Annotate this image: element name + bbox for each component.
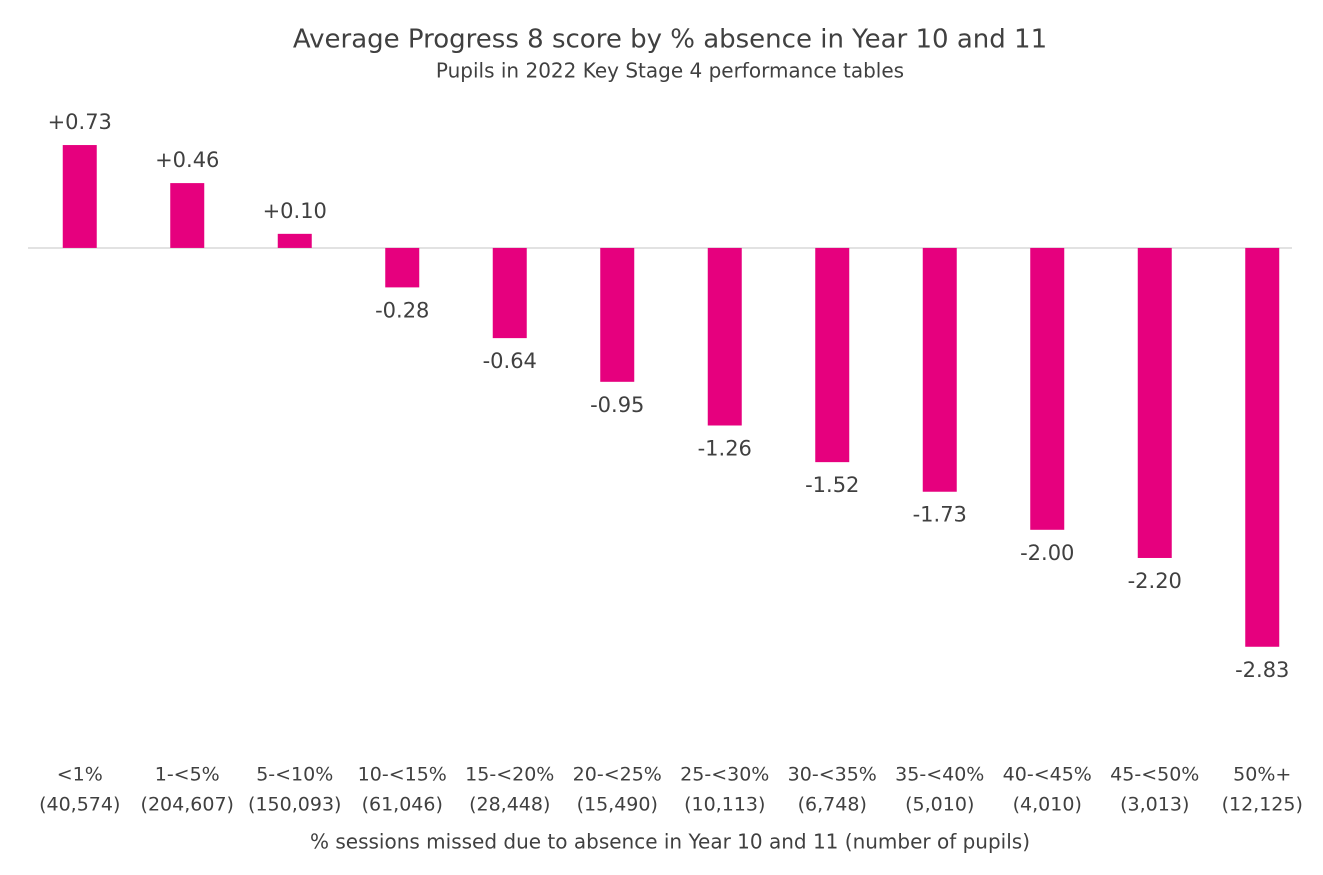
x-tick-label: 1-<5% bbox=[155, 764, 220, 786]
value-label: -0.95 bbox=[590, 393, 644, 417]
x-tick-label: 45-<50% bbox=[1110, 764, 1199, 786]
x-axis-title: % sessions missed due to absence in Year… bbox=[310, 830, 1030, 854]
bar bbox=[277, 233, 312, 248]
x-tick-sublabel: (150,093) bbox=[248, 794, 341, 816]
x-tick-sublabel: (12,125) bbox=[1222, 794, 1303, 816]
x-tick-sublabel: (5,010) bbox=[905, 794, 974, 816]
x-tick-label: 50%+ bbox=[1233, 764, 1291, 786]
value-label: -1.52 bbox=[805, 473, 859, 497]
value-label: -2.20 bbox=[1128, 569, 1182, 593]
chart-subtitle: Pupils in 2022 Key Stage 4 performance t… bbox=[436, 59, 904, 83]
value-label: -2.83 bbox=[1235, 658, 1289, 682]
x-tick-sublabel: (4,010) bbox=[1013, 794, 1082, 816]
x-tick-label: 25-<30% bbox=[680, 764, 769, 786]
bar bbox=[1245, 247, 1280, 647]
bar bbox=[170, 183, 205, 248]
x-tick-label: 15-<20% bbox=[465, 764, 554, 786]
x-tick-sublabel: (6,748) bbox=[798, 794, 867, 816]
bar bbox=[1030, 247, 1065, 530]
value-label: -0.28 bbox=[375, 298, 429, 322]
x-tick-sublabel: (28,448) bbox=[469, 794, 550, 816]
x-tick-sublabel: (3,013) bbox=[1120, 794, 1189, 816]
value-label: -1.26 bbox=[698, 437, 752, 461]
x-tick-sublabel: (15,490) bbox=[577, 794, 658, 816]
x-tick-label: 40-<45% bbox=[1003, 764, 1092, 786]
bar bbox=[600, 247, 635, 382]
x-tick-label: 5-<10% bbox=[256, 764, 333, 786]
value-label: +0.10 bbox=[263, 199, 327, 223]
value-label: -2.00 bbox=[1020, 541, 1074, 565]
value-label: +0.73 bbox=[48, 110, 112, 134]
bar bbox=[707, 247, 742, 426]
bar bbox=[1137, 247, 1172, 558]
value-label: +0.46 bbox=[155, 148, 219, 172]
x-tick-label: 10-<15% bbox=[358, 764, 447, 786]
x-tick-label: <1% bbox=[57, 764, 103, 786]
value-label: -0.64 bbox=[483, 349, 537, 373]
bar bbox=[492, 247, 527, 339]
bar bbox=[922, 247, 957, 492]
chart-title: Average Progress 8 score by % absence in… bbox=[293, 25, 1047, 55]
x-tick-sublabel: (40,574) bbox=[39, 794, 120, 816]
bar bbox=[385, 247, 420, 288]
x-tick-sublabel: (61,046) bbox=[362, 794, 443, 816]
x-tick-label: 35-<40% bbox=[895, 764, 984, 786]
bar bbox=[62, 145, 97, 248]
x-tick-label: 20-<25% bbox=[573, 764, 662, 786]
x-tick-sublabel: (204,607) bbox=[141, 794, 234, 816]
x-tick-label: 30-<35% bbox=[788, 764, 877, 786]
bar bbox=[815, 247, 850, 463]
value-label: -1.73 bbox=[913, 503, 967, 527]
x-tick-sublabel: (10,113) bbox=[684, 794, 765, 816]
